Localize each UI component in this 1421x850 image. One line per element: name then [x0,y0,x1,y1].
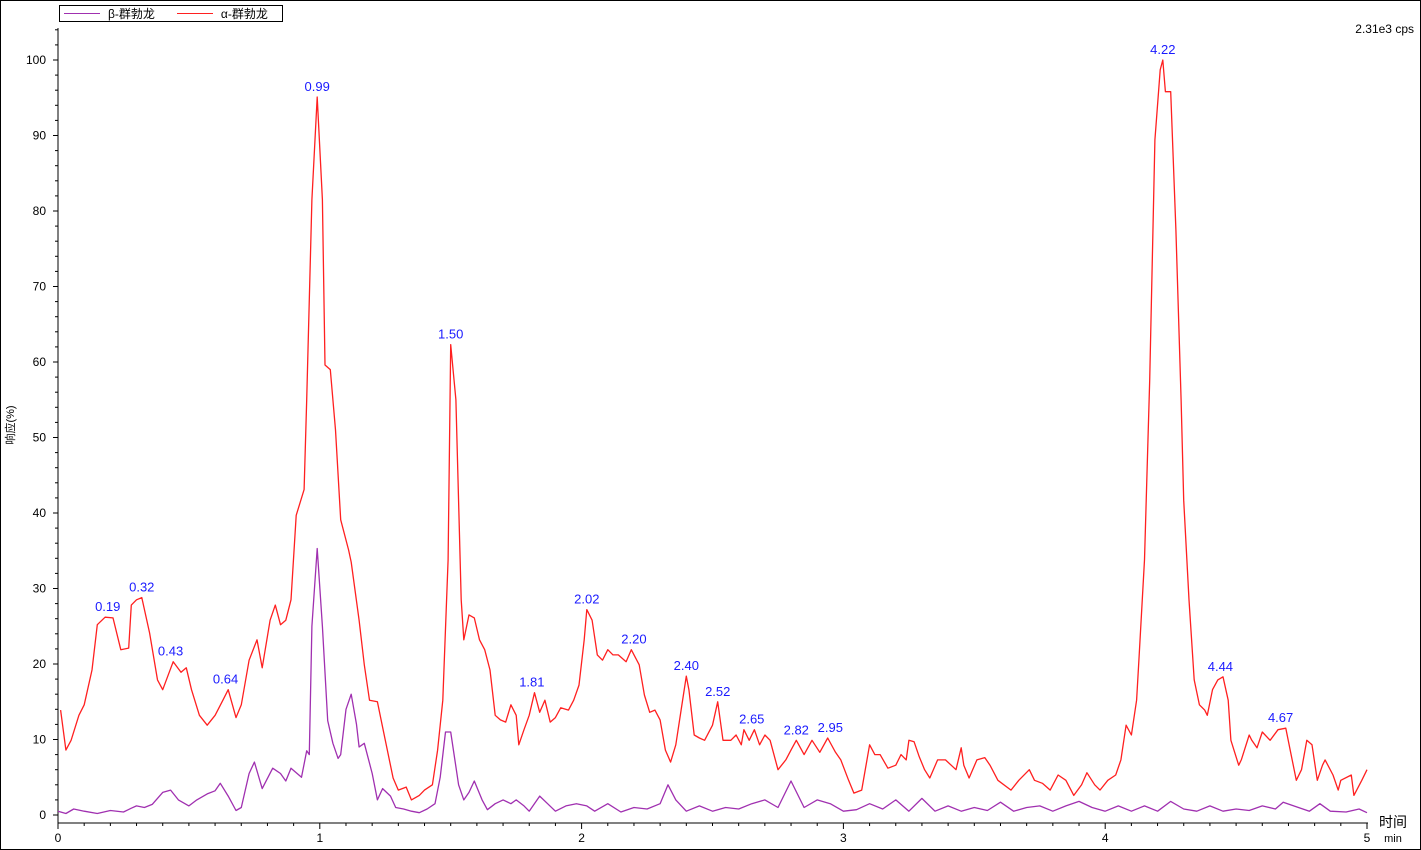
legend-item-beta: β-群勃龙 [64,5,155,22]
y-tick-label: 80 [33,204,47,218]
peak-label: 2.82 [784,722,809,737]
peak-label: 0.19 [95,599,120,614]
peak-label: 2.40 [674,658,699,673]
y-tick-label: 100 [26,53,46,67]
y-tick-label: 40 [33,506,47,520]
y-tick-label: 90 [33,129,47,143]
y-tick-label: 0 [39,808,46,822]
legend-item-alpha: α-群勃龙 [176,5,268,22]
x-tick-label: 1 [316,831,323,845]
y-tick-label: 20 [33,657,47,671]
peak-label: 4.44 [1208,659,1233,674]
legend-label-alpha: α-群勃龙 [220,7,268,21]
peak-label: 2.20 [621,632,646,647]
x-tick-label: 5 [1364,831,1371,845]
peak-label: 1.50 [438,327,463,342]
peak-label: 2.95 [818,720,843,735]
x-tick-label: 3 [840,831,847,845]
intensity-label: 2.31e3 cps [1355,22,1414,36]
y-tick-label: 70 [33,280,47,294]
y-tick-label: 10 [33,733,47,747]
peak-label: 0.99 [305,79,330,94]
series-line-beta [57,547,1368,815]
x-tick-label: 0 [55,831,62,845]
peak-label: 1.81 [519,675,544,690]
x-axis-title: 时间 [1379,814,1407,830]
peak-label: 0.64 [213,672,238,687]
x-tick-label: 2 [578,831,585,845]
peak-label: 4.22 [1150,42,1175,57]
y-tick-label: 50 [33,431,47,445]
y-tick-label: 30 [33,582,47,596]
x-tick-label: 4 [1102,831,1109,845]
peak-label: 0.32 [129,580,154,595]
legend-swatch-alpha [176,13,213,14]
peak-label: 2.52 [705,684,730,699]
peak-label: 2.02 [574,592,599,607]
peak-label: 2.65 [739,712,764,727]
y-tick-label: 60 [33,355,47,369]
peak-label: 4.67 [1268,710,1293,725]
series-line-alpha [59,59,1368,801]
x-axis-unit: min [1384,833,1402,845]
legend-swatch-beta [64,13,100,14]
peak-label: 0.43 [158,644,183,659]
legend: β-群勃龙 α-群勃龙 [59,5,283,22]
y-axis-title: 响应(%) [3,405,17,444]
legend-label-beta: β-群勃龙 [108,7,155,21]
